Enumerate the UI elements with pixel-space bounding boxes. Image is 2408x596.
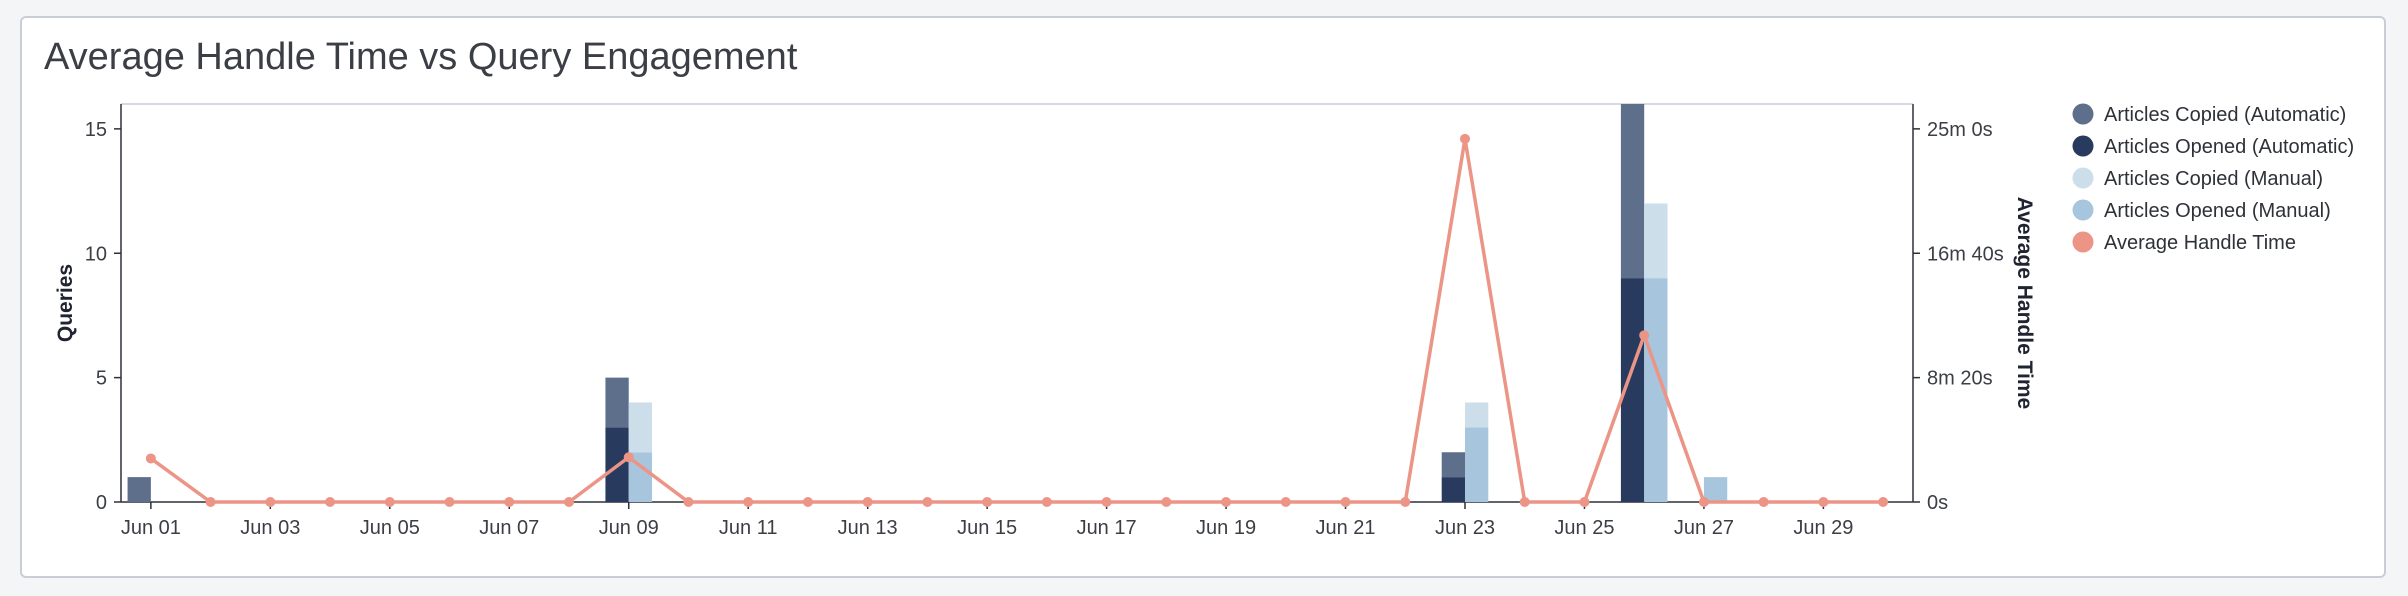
bar xyxy=(628,402,653,453)
legend-label: Articles Opened (Manual) xyxy=(2104,200,2331,222)
handle-time-point xyxy=(1280,497,1291,507)
handle-time-point xyxy=(384,497,395,507)
x-tick-label: Jun 07 xyxy=(479,517,539,539)
labels-layer: 0 5 10 15 0s 8m 20s 16m 40s 25m 0s Jun 01 Jun 03 J… xyxy=(54,119,2036,539)
bar xyxy=(127,477,151,502)
bar xyxy=(1620,104,1645,279)
handle-time-point xyxy=(1041,497,1052,507)
y-left-tick-label: 10 xyxy=(85,243,107,265)
bars-layer xyxy=(127,104,1728,502)
handle-time-point xyxy=(862,497,873,507)
legend-swatch xyxy=(2072,135,2094,157)
line-layer xyxy=(145,133,1889,507)
x-tick-label: Jun 05 xyxy=(360,517,420,539)
x-tick-label: Jun 19 xyxy=(1196,517,1256,539)
handle-time-point xyxy=(1878,497,1889,507)
y-right-tick-label: 25m 0s xyxy=(1927,119,1993,141)
handle-time-point xyxy=(1161,497,1172,507)
handle-time-point xyxy=(1639,330,1650,341)
handle-time-point xyxy=(504,497,515,507)
bar xyxy=(1441,477,1465,502)
bar xyxy=(1644,203,1668,279)
x-tick-label: Jun 13 xyxy=(838,517,898,539)
bar xyxy=(605,377,629,428)
handle-time-point xyxy=(564,497,574,507)
handle-time-point xyxy=(623,452,634,463)
handle-time-point xyxy=(1579,497,1590,507)
handle-time-point xyxy=(982,497,993,507)
legend-swatch xyxy=(2072,231,2094,253)
handle-time-point xyxy=(205,497,216,507)
handle-time-point xyxy=(1460,133,1470,144)
bar xyxy=(1465,427,1489,502)
y-left-tick-label: 5 xyxy=(96,368,107,390)
legend-label: Articles Copied (Automatic) xyxy=(2104,104,2346,126)
bar xyxy=(1441,452,1465,478)
bar xyxy=(1644,278,1668,502)
bar xyxy=(1620,278,1645,502)
x-tick-label: Jun 25 xyxy=(1554,517,1614,539)
x-tick-label: Jun 15 xyxy=(957,517,1017,539)
handle-time-point xyxy=(1698,497,1709,507)
handle-time-point xyxy=(922,497,933,507)
legend-label: Articles Copied (Manual) xyxy=(2104,168,2323,190)
handle-time-point xyxy=(1758,497,1769,507)
handle-time-point xyxy=(1101,497,1112,507)
legend-label: Articles Opened (Automatic) xyxy=(2104,136,2354,158)
chart-title: Average Handle Time vs Query Engagement xyxy=(44,36,798,78)
y-left-axis-title: Queries xyxy=(54,264,77,342)
x-tick-label: Jun 17 xyxy=(1077,517,1137,539)
x-tick-label: Jun 29 xyxy=(1793,517,1853,539)
handle-time-point xyxy=(1818,497,1829,507)
y-right-tick-label: 0s xyxy=(1927,492,1948,514)
x-tick-label: Jun 23 xyxy=(1435,517,1495,539)
y-right-axis-title: Average Handle Time xyxy=(2013,197,2036,409)
legend-label: Average Handle Time xyxy=(2104,232,2296,254)
x-tick-label: Jun 01 xyxy=(121,517,181,539)
handle-time-line xyxy=(149,137,1884,504)
y-left-tick-label: 0 xyxy=(96,492,107,514)
x-tick-label: Jun 21 xyxy=(1316,517,1376,539)
handle-time-point xyxy=(743,497,754,507)
x-tick-label: Jun 03 xyxy=(240,517,300,539)
y-left-tick-label: 15 xyxy=(85,119,107,141)
y-right-tick-label: 8m 20s xyxy=(1927,368,1993,390)
x-tick-label: Jun 11 xyxy=(719,517,778,539)
handle-time-point xyxy=(1340,497,1351,507)
handle-time-point xyxy=(145,453,156,464)
legend-swatch xyxy=(2072,103,2094,125)
handle-time-point xyxy=(325,497,336,507)
handle-time-point xyxy=(444,497,455,507)
handle-time-point xyxy=(802,497,813,507)
handle-time-point xyxy=(265,497,276,507)
bar xyxy=(628,452,653,502)
handle-time-point xyxy=(1400,497,1411,507)
x-tick-label: Jun 09 xyxy=(599,517,659,539)
bar xyxy=(1703,477,1728,502)
legend: Articles Copied (Automatic) Articles Open… xyxy=(2072,103,2354,254)
handle-time-point xyxy=(1221,497,1232,507)
legend-swatch xyxy=(2072,167,2094,189)
handle-time-point xyxy=(683,497,694,507)
handle-time-point xyxy=(1519,497,1530,507)
bar xyxy=(1465,402,1489,428)
chart-card: Average Handle Time vs Query Engagement xyxy=(20,16,2386,578)
legend-swatch xyxy=(2072,199,2094,221)
x-tick-label: Jun 27 xyxy=(1674,517,1734,539)
y-right-tick-label: 16m 40s xyxy=(1927,243,2004,265)
